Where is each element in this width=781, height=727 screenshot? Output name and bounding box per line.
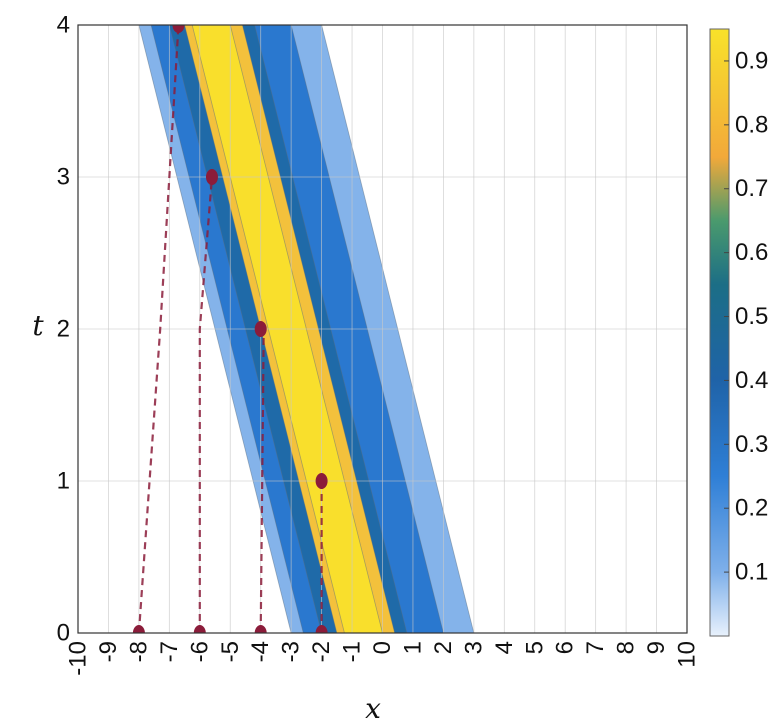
x-tick-label: 3 — [460, 641, 487, 654]
x-tick-label: -2 — [308, 641, 335, 662]
y-tick-label: 3 — [57, 164, 70, 191]
colorbar-tick-label: 0.7 — [735, 175, 768, 202]
x-tick-label: 2 — [430, 641, 457, 654]
colorbar-tick-label: 0.2 — [735, 495, 768, 522]
x-tick-label: 7 — [582, 641, 609, 654]
colorbar-tick-label: 0.9 — [735, 47, 768, 74]
x-tick-label: 4 — [491, 641, 518, 654]
x-tick-label: 6 — [552, 641, 579, 654]
x-tick-label: 0 — [369, 641, 396, 654]
data-point — [193, 625, 206, 633]
data-point — [315, 473, 328, 489]
y-tick-label: 0 — [57, 620, 70, 647]
axes-box — [77, 24, 688, 634]
x-tick-label: -7 — [156, 641, 183, 662]
trajectory-1 — [198, 176, 214, 633]
x-tick-label: -1 — [339, 641, 366, 662]
data-point — [172, 25, 185, 33]
colorbar-tick-label: 0.4 — [735, 367, 768, 394]
x-tick-label: 1 — [399, 641, 426, 654]
plot-frame — [77, 24, 688, 634]
colorbar-gradient — [709, 28, 730, 637]
trajectory-0 — [137, 25, 180, 633]
x-tick-label: -10 — [65, 641, 92, 676]
data-point — [315, 625, 328, 633]
y-tick-label: 2 — [57, 316, 70, 343]
x-axis-label: x — [365, 692, 381, 725]
colorbar-tick-label: 0.1 — [735, 559, 768, 586]
colorbar-tick-label: 0.6 — [735, 239, 768, 266]
colorbar: 0.1 0.2 0.3 0.4 0.5 0.6 0.7 0.8 0.9 — [709, 28, 768, 637]
x-tick-label: -9 — [95, 641, 122, 662]
colorbar-tick-label: 0.8 — [735, 111, 768, 138]
x-tick-label: -5 — [217, 641, 244, 662]
y-axis-label: t — [32, 309, 44, 342]
y-tick-labels: 0 1 2 3 4 — [57, 12, 70, 647]
x-tick-labels: -10 -9 -8 -7 -6 -5 -4 -3 -2 -1 0 1 2 3 4 5 6 7 8 9 10 — [65, 641, 701, 676]
trajectories — [132, 25, 328, 633]
colorbar-tick-label: 0.5 — [735, 303, 768, 330]
x-tick-label: -8 — [125, 641, 152, 662]
x-tick-label: 5 — [521, 641, 548, 654]
x-tick-label: -4 — [247, 641, 274, 662]
grid — [77, 24, 688, 634]
data-point — [254, 625, 267, 633]
colorbar-tick-label: 0.3 — [735, 431, 768, 458]
x-tick-label: 9 — [643, 641, 670, 654]
x-tick-label: 8 — [613, 641, 640, 654]
x-tick-label: -3 — [278, 641, 305, 662]
x-tick-label: 10 — [674, 641, 701, 668]
y-tick-label: 4 — [57, 12, 70, 39]
data-point — [132, 625, 145, 633]
x-tick-label: -6 — [186, 641, 213, 662]
y-tick-label: 1 — [57, 468, 70, 495]
data-point — [254, 321, 267, 337]
data-point — [205, 169, 218, 185]
